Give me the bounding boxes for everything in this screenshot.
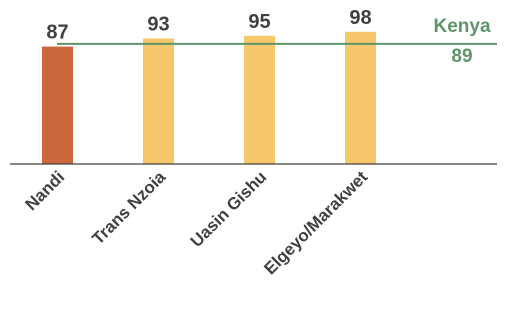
bar-nandi xyxy=(42,46,73,164)
data-label-uasin-gishu: 95 xyxy=(248,11,270,33)
data-label-trans-nzoia: 93 xyxy=(147,14,169,36)
bars-layer xyxy=(42,31,376,164)
reference-line-value: 89 xyxy=(451,46,472,67)
category-label-elgeyo-marakwet: Elgeyo/Marakwet xyxy=(260,167,371,278)
bar-trans-nzoia xyxy=(143,38,174,164)
category-label-trans-nzoia: Trans Nzoia xyxy=(88,167,169,248)
data-label-elgeyo-marakwet: 98 xyxy=(349,7,371,29)
category-label-nandi: Nandi xyxy=(21,167,68,214)
data-labels-layer: 87 93 95 98 xyxy=(46,7,371,44)
bar-elgeyo-marakwet xyxy=(345,31,376,164)
category-label-uasin-gishu: Uasin Gishu xyxy=(187,167,271,251)
reference-line-name: Kenya xyxy=(433,16,490,37)
category-labels-layer: Nandi Trans Nzoia Uasin GishuElgeyo/Marakw… xyxy=(21,167,371,278)
bar-uasin-gishu xyxy=(244,35,275,164)
data-label-nandi: 87 xyxy=(46,22,68,44)
